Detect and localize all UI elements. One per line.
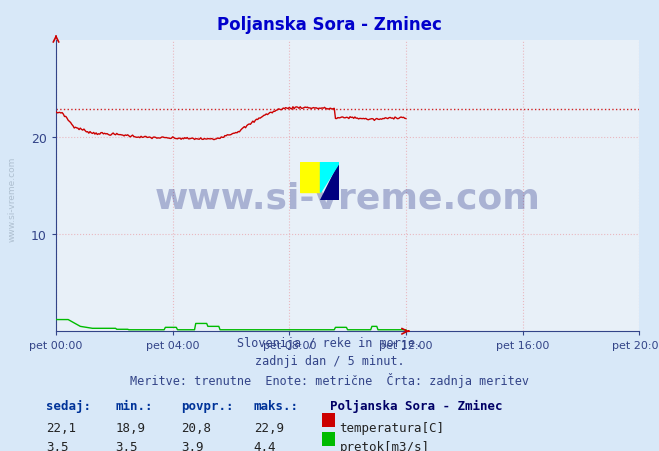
Text: 22,1: 22,1 [46,421,76,434]
Text: 3,5: 3,5 [115,440,138,451]
Text: Poljanska Sora - Zminec: Poljanska Sora - Zminec [217,16,442,34]
Text: zadnji dan / 5 minut.: zadnji dan / 5 minut. [254,354,405,367]
Text: maks.:: maks.: [254,399,299,412]
Text: min.:: min.: [115,399,153,412]
Text: 4,4: 4,4 [254,440,276,451]
Text: Slovenija / reke in morje.: Slovenija / reke in morje. [237,336,422,349]
Polygon shape [320,162,339,201]
Text: www.si-vreme.com: www.si-vreme.com [8,156,17,241]
Text: 20,8: 20,8 [181,421,212,434]
Text: 3,9: 3,9 [181,440,204,451]
Text: 18,9: 18,9 [115,421,146,434]
Text: temperatura[C]: temperatura[C] [339,421,444,434]
Text: povpr.:: povpr.: [181,399,234,412]
Text: Poljanska Sora - Zminec: Poljanska Sora - Zminec [330,399,502,412]
Bar [300,162,320,193]
Text: sedaj:: sedaj: [46,399,91,412]
Text: www.si-vreme.com: www.si-vreme.com [155,181,540,215]
Text: pretok[m3/s]: pretok[m3/s] [339,440,430,451]
Polygon shape [320,162,339,193]
Text: Meritve: trenutne  Enote: metrične  Črta: zadnja meritev: Meritve: trenutne Enote: metrične Črta: … [130,372,529,387]
Text: 3,5: 3,5 [46,440,69,451]
Text: 22,9: 22,9 [254,421,284,434]
